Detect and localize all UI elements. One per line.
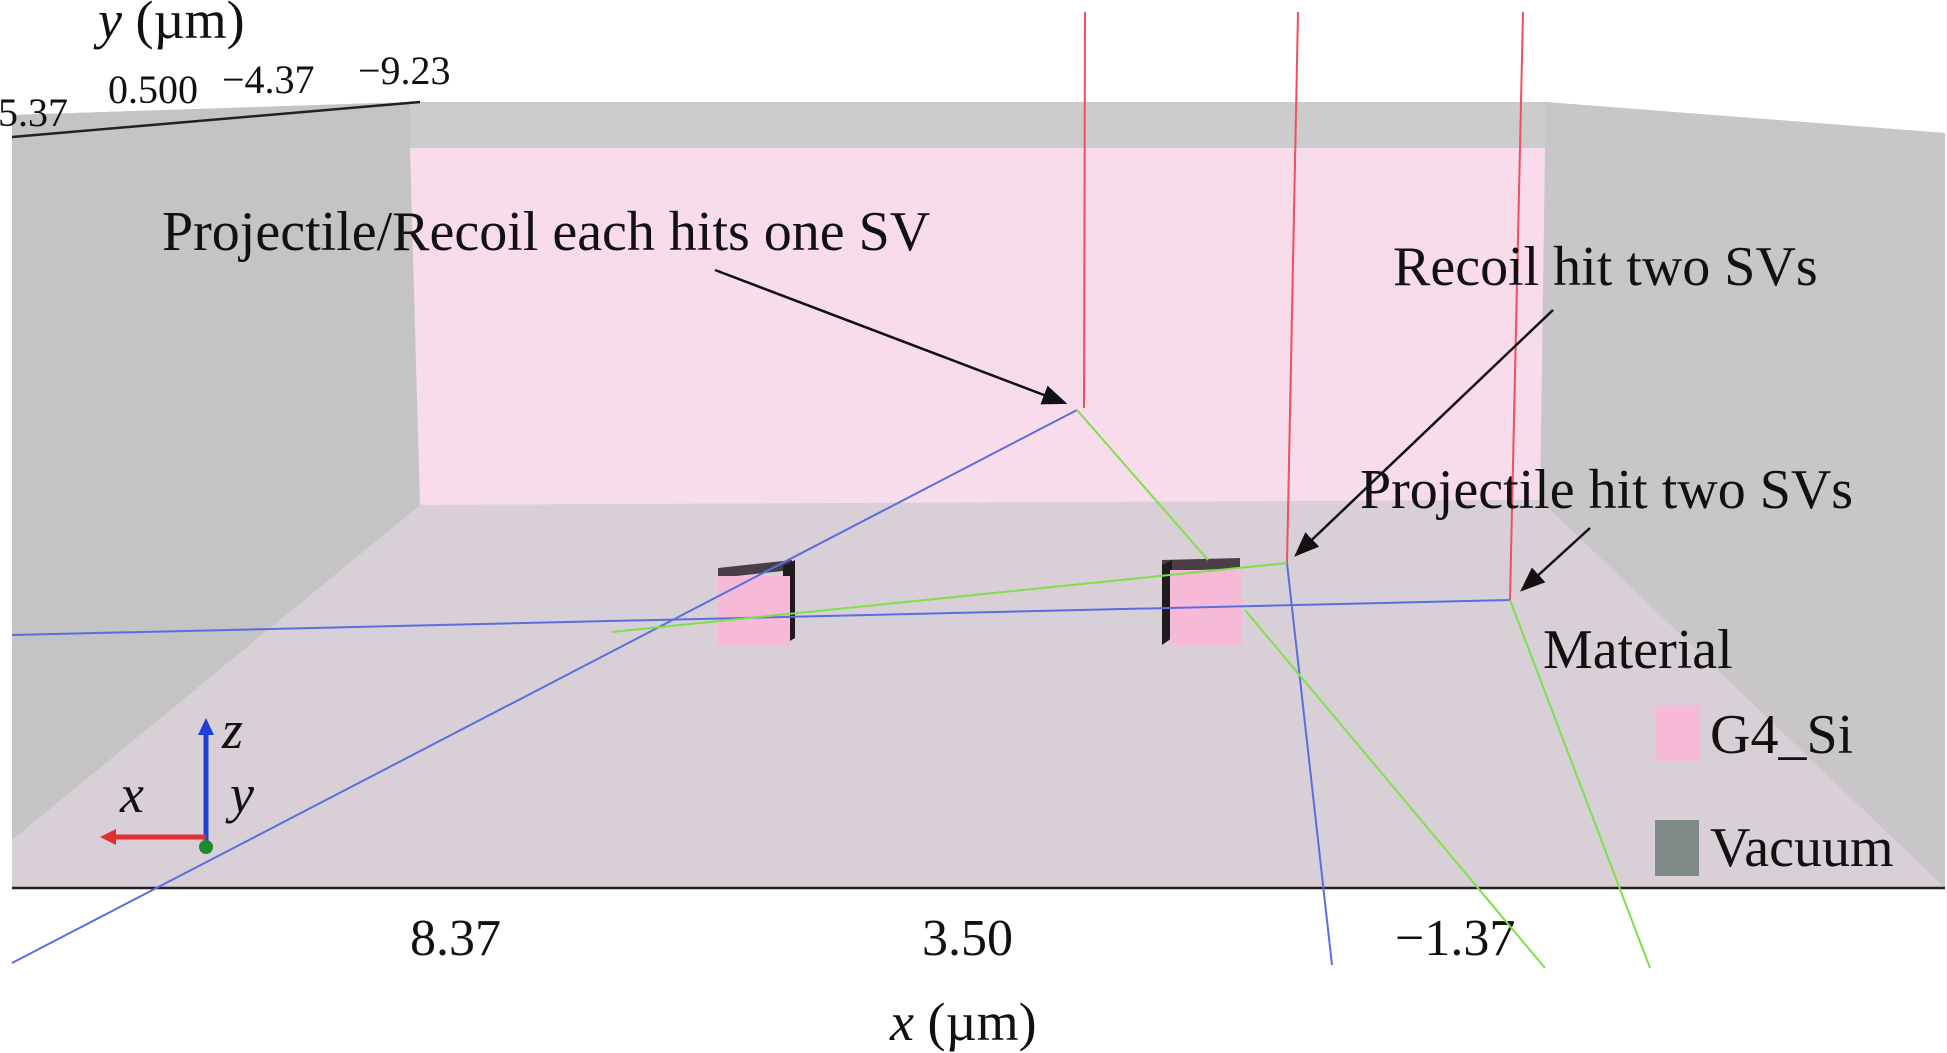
vertical-track bbox=[1286, 11, 1299, 564]
legend-swatch-vacuum bbox=[1655, 820, 1699, 876]
legend-title: Material bbox=[1543, 619, 1733, 681]
legend-label-vacuum: Vacuum bbox=[1710, 817, 1894, 879]
triad-z-arrowhead bbox=[198, 718, 214, 735]
world-volume bbox=[12, 102, 1945, 888]
particle-tracks bbox=[11, 11, 1651, 969]
x-tick-label: 3.50 bbox=[922, 910, 1013, 967]
y-tick-label: −4.37 bbox=[222, 57, 315, 102]
vertical-track bbox=[1083, 11, 1086, 409]
floor bbox=[12, 500, 1945, 888]
vertical-track bbox=[1509, 11, 1524, 601]
back-wall bbox=[410, 148, 1545, 505]
x-axis: 8.37 3.50 −1.37 x (µm) bbox=[12, 886, 1945, 1052]
y-axis: y (µm) 5.37 0.500 −4.37 −9.23 bbox=[0, 0, 451, 139]
x-tick-label: −1.37 bbox=[1395, 910, 1515, 967]
triad-y-dot bbox=[199, 840, 213, 854]
x-tick-label: 8.37 bbox=[410, 910, 501, 967]
triad-x-label: x bbox=[119, 764, 144, 824]
sv-cube-right bbox=[1162, 558, 1242, 646]
recoil-track bbox=[611, 562, 1288, 633]
annotation-arrow bbox=[1294, 309, 1554, 557]
annotation-arrow bbox=[714, 268, 1068, 405]
annotation-arrow bbox=[1520, 527, 1591, 592]
annotations: Projectile/Recoil each hits one SV Recoi… bbox=[162, 201, 1853, 592]
y-tick-label: −9.23 bbox=[358, 48, 451, 93]
x-axis-label: x (µm) bbox=[889, 992, 1037, 1052]
legend-label-g4-si: G4_Si bbox=[1710, 704, 1853, 766]
y-tick-label: 0.500 bbox=[108, 67, 198, 112]
recoil-track bbox=[1509, 599, 1651, 969]
sv-cube-left bbox=[718, 560, 795, 646]
sv-cube-front-face bbox=[718, 576, 790, 646]
triad-y-label: y bbox=[225, 764, 254, 824]
right-wall bbox=[1540, 102, 1945, 888]
annotation-recoil-two: Recoil hit two SVs bbox=[1393, 236, 1818, 298]
projectile-track bbox=[11, 409, 1078, 964]
legend: Material G4_Si Vacuum bbox=[1543, 619, 1894, 879]
recoil-track bbox=[1076, 409, 1209, 561]
y-tick-label: 5.37 bbox=[0, 90, 68, 135]
left-wall bbox=[12, 102, 420, 840]
sv-cube-top-face bbox=[1162, 558, 1240, 572]
sv-cube-top-face bbox=[718, 560, 792, 578]
sv-cube-side-face bbox=[1162, 560, 1172, 645]
recoil-track bbox=[1244, 609, 1546, 969]
annotation-one-sv: Projectile/Recoil each hits one SV bbox=[162, 201, 930, 263]
axis-triad: z x y bbox=[100, 700, 254, 854]
triad-x-arrowhead bbox=[100, 829, 116, 845]
y-axis-line bbox=[11, 100, 421, 139]
y-axis-label: y (µm) bbox=[93, 0, 245, 50]
projectile-track bbox=[1286, 562, 1333, 966]
annotation-projectile-two: Projectile hit two SVs bbox=[1360, 459, 1853, 521]
triad-z-label: z bbox=[221, 700, 243, 760]
legend-swatch-g4-si bbox=[1655, 705, 1699, 761]
